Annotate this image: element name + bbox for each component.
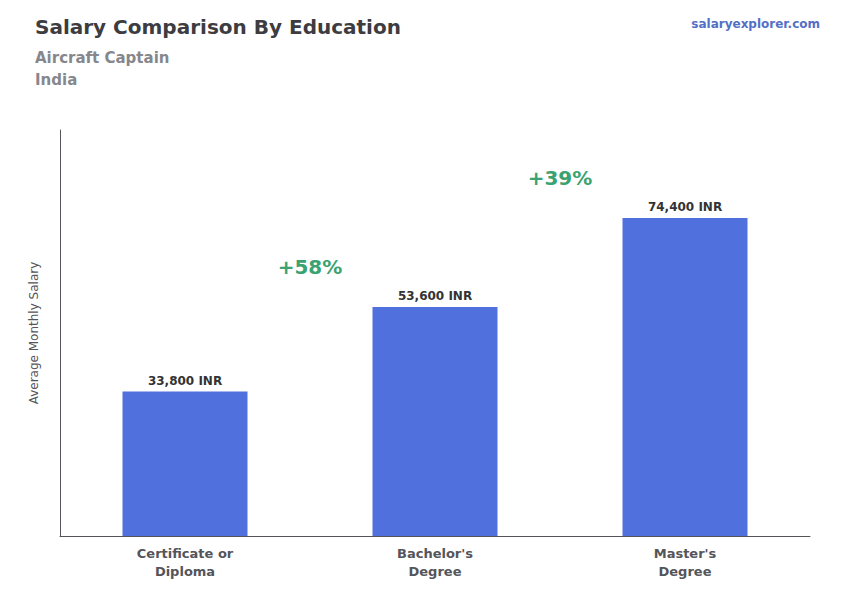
svg-text:Degree: Degree — [659, 564, 712, 579]
svg-text:India: India — [35, 71, 77, 89]
svg-text:Certificate or: Certificate or — [137, 546, 234, 561]
svg-text:+58%: +58% — [278, 255, 343, 279]
svg-text:Degree: Degree — [409, 564, 462, 579]
svg-text:Bachelor's: Bachelor's — [397, 546, 473, 561]
svg-text:33,800 INR: 33,800 INR — [148, 374, 222, 388]
svg-text:Diploma: Diploma — [155, 564, 215, 579]
svg-text:Master's: Master's — [654, 546, 717, 561]
svg-text:Salary Comparison By Education: Salary Comparison By Education — [35, 15, 401, 39]
svg-text:+39%: +39% — [528, 166, 593, 190]
svg-text:Average Monthly Salary: Average Monthly Salary — [27, 262, 41, 405]
svg-text:53,600 INR: 53,600 INR — [398, 289, 472, 303]
svg-text:74,400 INR: 74,400 INR — [648, 200, 722, 214]
svg-text:Aircraft Captain: Aircraft Captain — [35, 49, 169, 67]
svg-text:salaryexplorer.com: salaryexplorer.com — [691, 17, 820, 31]
